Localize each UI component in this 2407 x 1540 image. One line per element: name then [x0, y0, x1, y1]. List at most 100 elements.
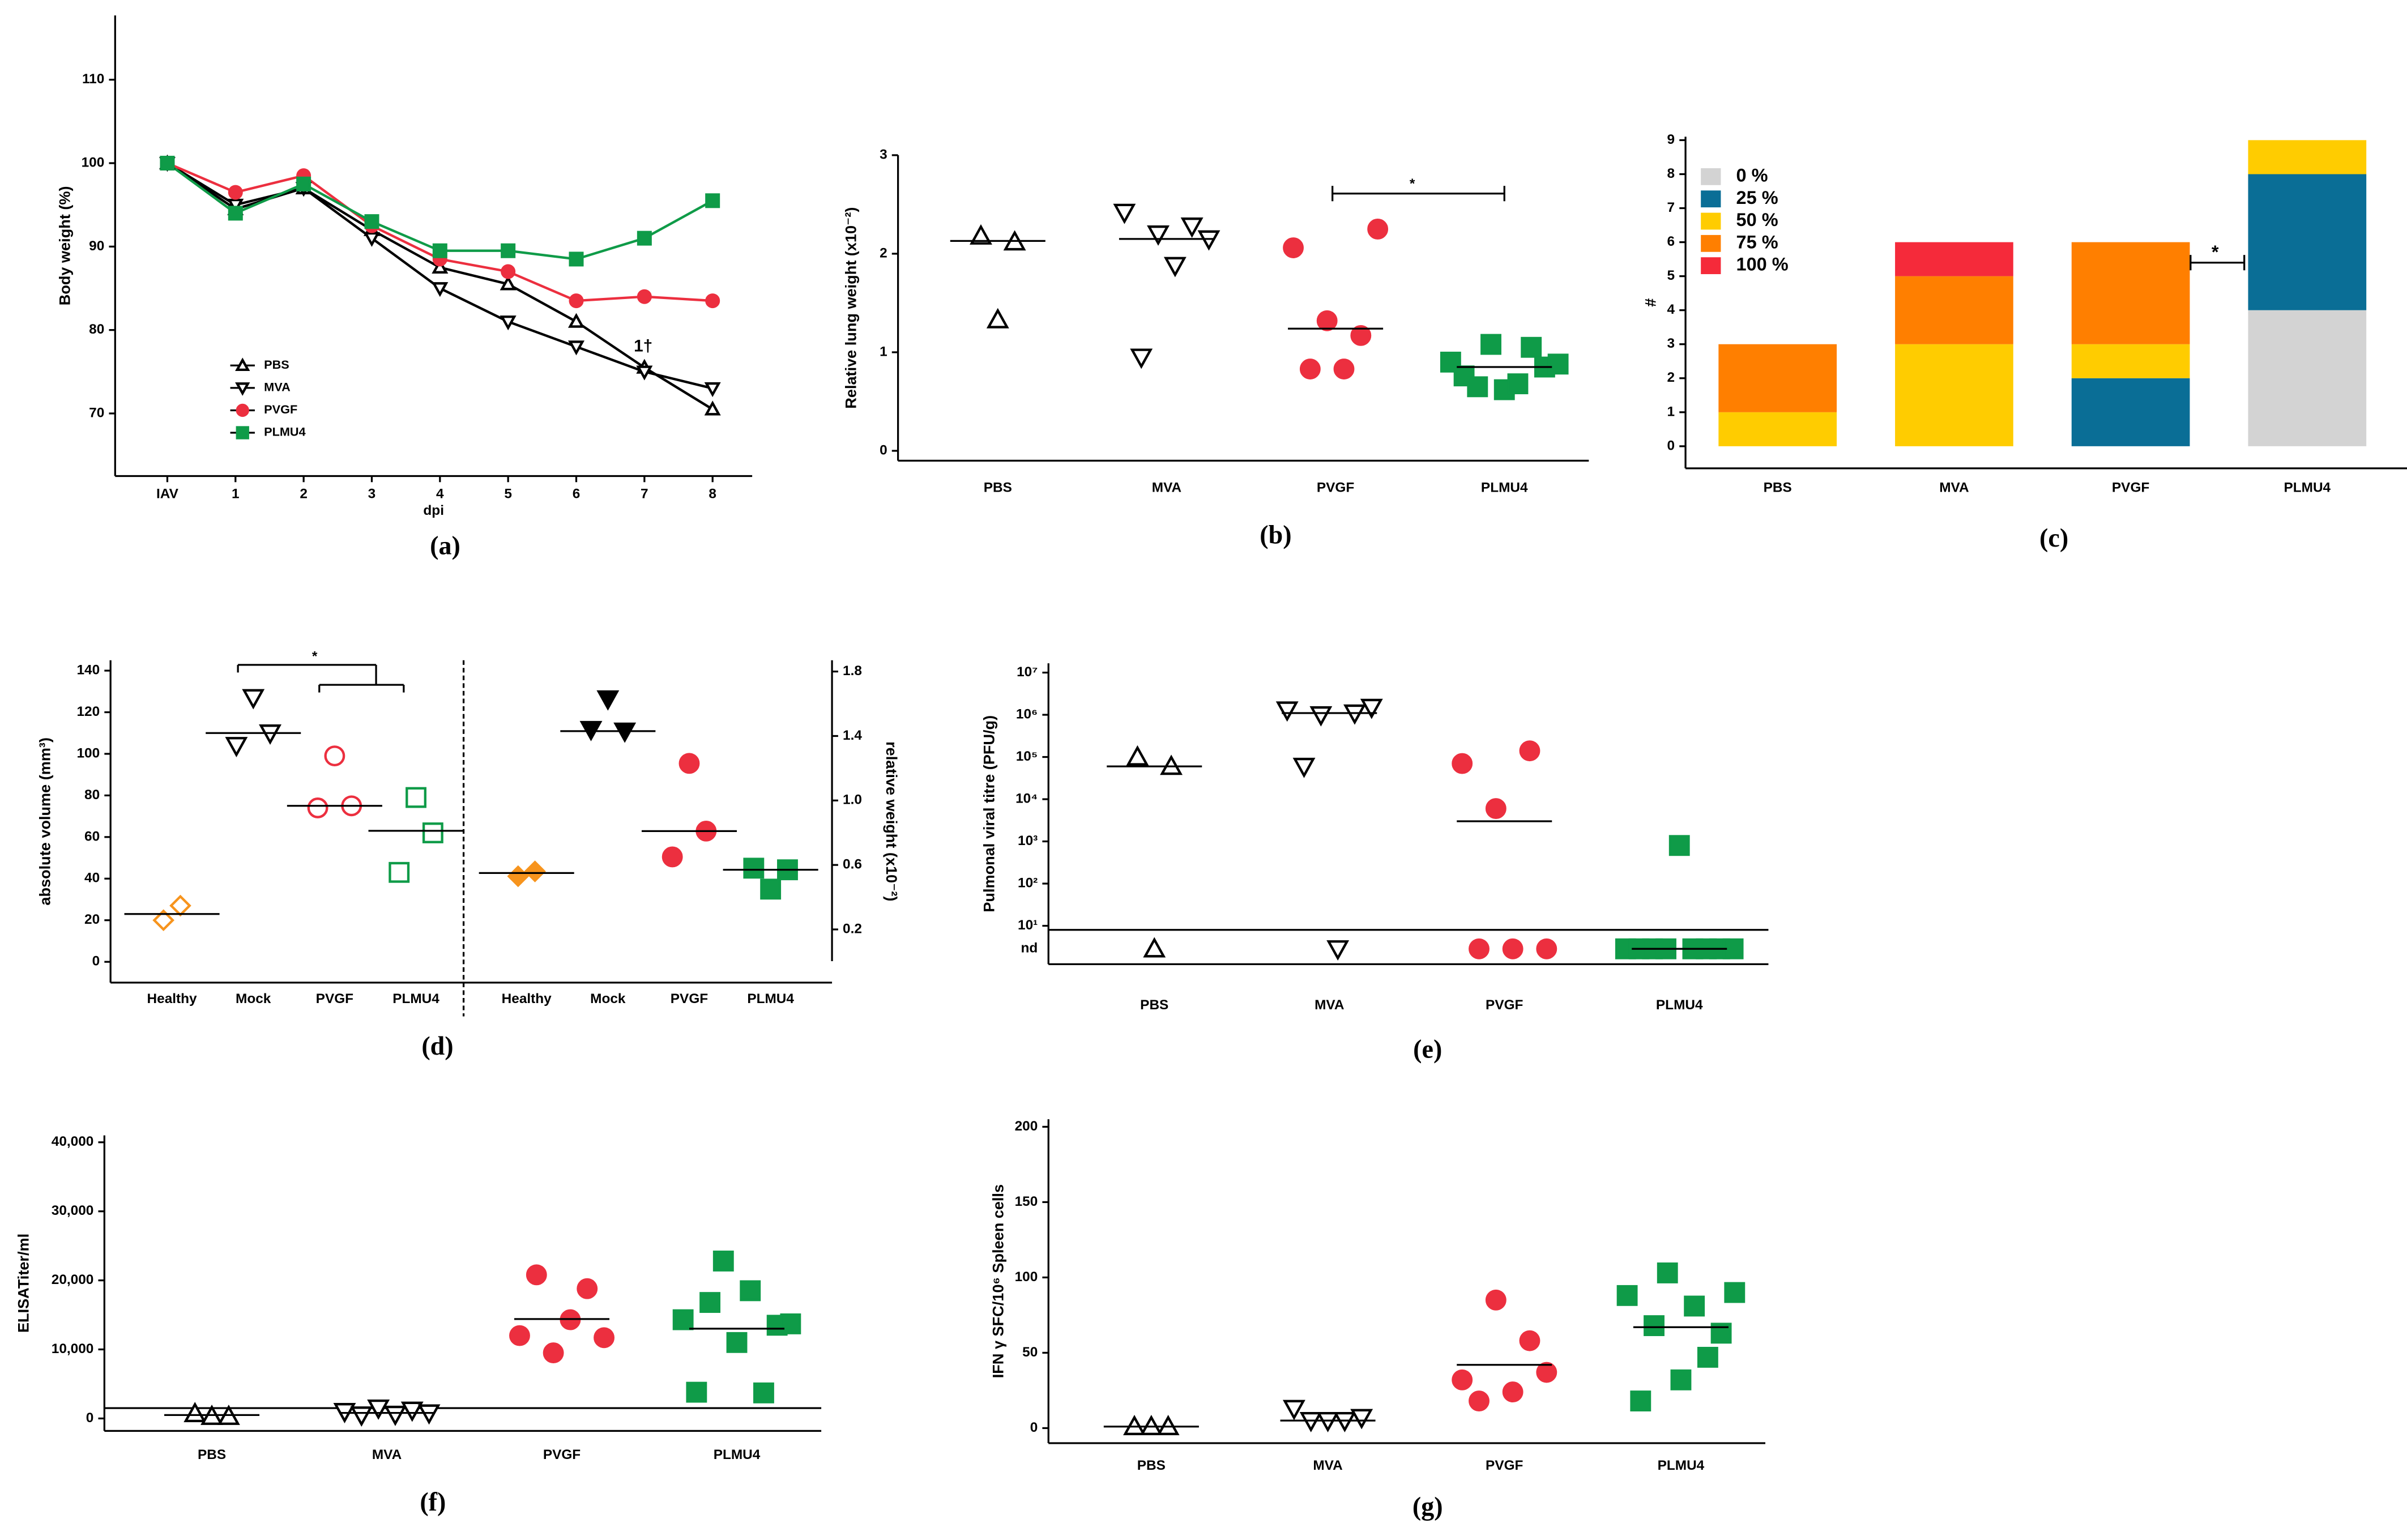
y-tick-label: 3 — [1667, 336, 1675, 351]
point — [699, 1292, 721, 1313]
point — [417, 1404, 441, 1425]
legend-label: PVGF — [264, 402, 297, 416]
point — [1113, 203, 1136, 224]
x-tick-label: PBS — [984, 480, 1012, 496]
y-axis-label: Pulmonal viral titre (PFU/g) — [980, 715, 997, 912]
point — [1668, 835, 1690, 856]
point — [1333, 359, 1355, 379]
bar-segment — [1718, 344, 1837, 412]
x-tick-label: PVGF — [1317, 480, 1354, 496]
point — [228, 185, 243, 200]
point — [637, 231, 652, 246]
point — [970, 224, 992, 245]
point — [169, 894, 191, 917]
point — [705, 193, 720, 208]
y-tick-label: 100 — [1015, 1269, 1038, 1285]
point — [740, 1280, 761, 1302]
y-tick-label: 10¹ — [1018, 918, 1038, 933]
y-tick-label: 6 — [1667, 234, 1675, 249]
legend-swatch — [1701, 168, 1721, 185]
y-axis-label: Body weight (%) — [56, 186, 74, 306]
point — [569, 251, 584, 267]
panel-label: (a) — [430, 531, 460, 560]
legend-marker — [236, 426, 249, 440]
point — [543, 1342, 564, 1364]
point — [242, 689, 265, 710]
bar-segment — [2248, 310, 2367, 446]
point — [501, 264, 516, 279]
point — [1156, 1415, 1180, 1435]
point — [662, 846, 683, 868]
point — [227, 198, 244, 214]
point — [577, 1278, 598, 1299]
y-tick-label: 90 — [89, 238, 104, 254]
y-tick-label: 30,000 — [52, 1203, 94, 1218]
x-tick-label: Mock — [236, 991, 271, 1006]
point — [432, 258, 449, 274]
legend-label: PBS — [264, 357, 289, 372]
point — [1333, 1411, 1356, 1432]
x-tick-label: PVGF — [1486, 997, 1523, 1013]
x-tick-label: PBS — [1137, 1458, 1166, 1473]
point — [307, 797, 328, 818]
y-tick-label: 1 — [1667, 404, 1675, 419]
point — [1670, 1369, 1692, 1390]
panel-label: (d) — [421, 1031, 453, 1060]
point — [363, 232, 381, 247]
point — [1452, 753, 1473, 774]
point — [1197, 230, 1220, 251]
point — [1469, 1390, 1490, 1411]
point — [526, 1264, 547, 1286]
x-tick-label: MVA — [1315, 997, 1344, 1013]
x-tick-label: PLMU4 — [1481, 480, 1528, 496]
y-tick-label: 7 — [1667, 200, 1675, 215]
x-tick-label: Healthy — [147, 991, 197, 1006]
legend-label: 75 % — [1736, 232, 1778, 252]
bar-segment — [2071, 344, 2190, 378]
y-tick-label: 10⁵ — [1016, 749, 1038, 764]
y-tick-label: 0 — [86, 1410, 94, 1426]
x-tick-label: PVGF — [316, 991, 353, 1006]
point — [1536, 1362, 1557, 1383]
y-tick-label: 0 — [1030, 1420, 1038, 1435]
point — [1630, 1390, 1651, 1411]
x-tick-label: PVGF — [2112, 480, 2149, 496]
point — [1180, 217, 1204, 238]
point — [1292, 757, 1316, 778]
point — [1521, 336, 1542, 358]
point — [567, 340, 585, 356]
point — [1452, 1369, 1473, 1390]
y2-tick-label: 0.6 — [843, 857, 862, 872]
y2-tick-label: 0.2 — [843, 921, 862, 936]
point — [500, 315, 517, 331]
x-tick-label: 6 — [573, 486, 581, 501]
y-tick-label: 20,000 — [52, 1272, 94, 1287]
y-tick-label: 120 — [77, 704, 100, 719]
legend-label: 50 % — [1736, 210, 1778, 230]
y-tick-label: 10³ — [1018, 833, 1038, 848]
y-tick-label: 5 — [1667, 268, 1675, 283]
y2-tick-label: 1.0 — [843, 792, 862, 808]
y2-axis-label: relative weight (x10⁻²) — [883, 741, 901, 901]
x-tick-label: PLMU4 — [747, 991, 794, 1006]
point — [432, 282, 449, 297]
point — [986, 308, 1009, 329]
point — [753, 1382, 774, 1404]
point — [1140, 1415, 1163, 1435]
point — [569, 293, 584, 309]
y-tick-label: 50 — [1022, 1345, 1038, 1360]
y-tick-label: 2 — [1667, 370, 1675, 385]
x-tick-label: PVGF — [1486, 1458, 1523, 1473]
point — [389, 861, 410, 883]
y-tick-label: 8 — [1667, 166, 1675, 181]
y-tick-label: 10² — [1018, 875, 1038, 890]
x-tick-label: PBS — [1764, 480, 1792, 496]
point — [1283, 237, 1304, 258]
bar-segment — [2248, 174, 2367, 310]
x-tick-label: MVA — [1152, 480, 1181, 496]
x-tick-label: 3 — [368, 486, 376, 501]
legend-swatch — [1701, 212, 1721, 230]
legend-swatch — [1701, 257, 1721, 275]
y-tick-label: 2 — [880, 245, 887, 261]
